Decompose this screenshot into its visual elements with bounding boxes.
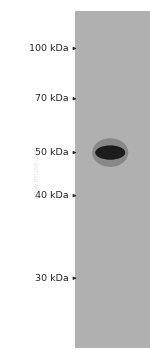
- Ellipse shape: [92, 138, 128, 167]
- Bar: [75, 11, 150, 348]
- Text: 70 kDa: 70 kDa: [35, 94, 69, 103]
- Text: 40 kDa: 40 kDa: [35, 191, 69, 200]
- Text: 50 kDa: 50 kDa: [35, 148, 69, 157]
- Text: 100 kDa: 100 kDa: [29, 44, 69, 53]
- Ellipse shape: [95, 145, 125, 160]
- Text: 30 kDa: 30 kDa: [35, 274, 69, 283]
- Text: WWW.PTGAB.COM: WWW.PTGAB.COM: [35, 145, 40, 199]
